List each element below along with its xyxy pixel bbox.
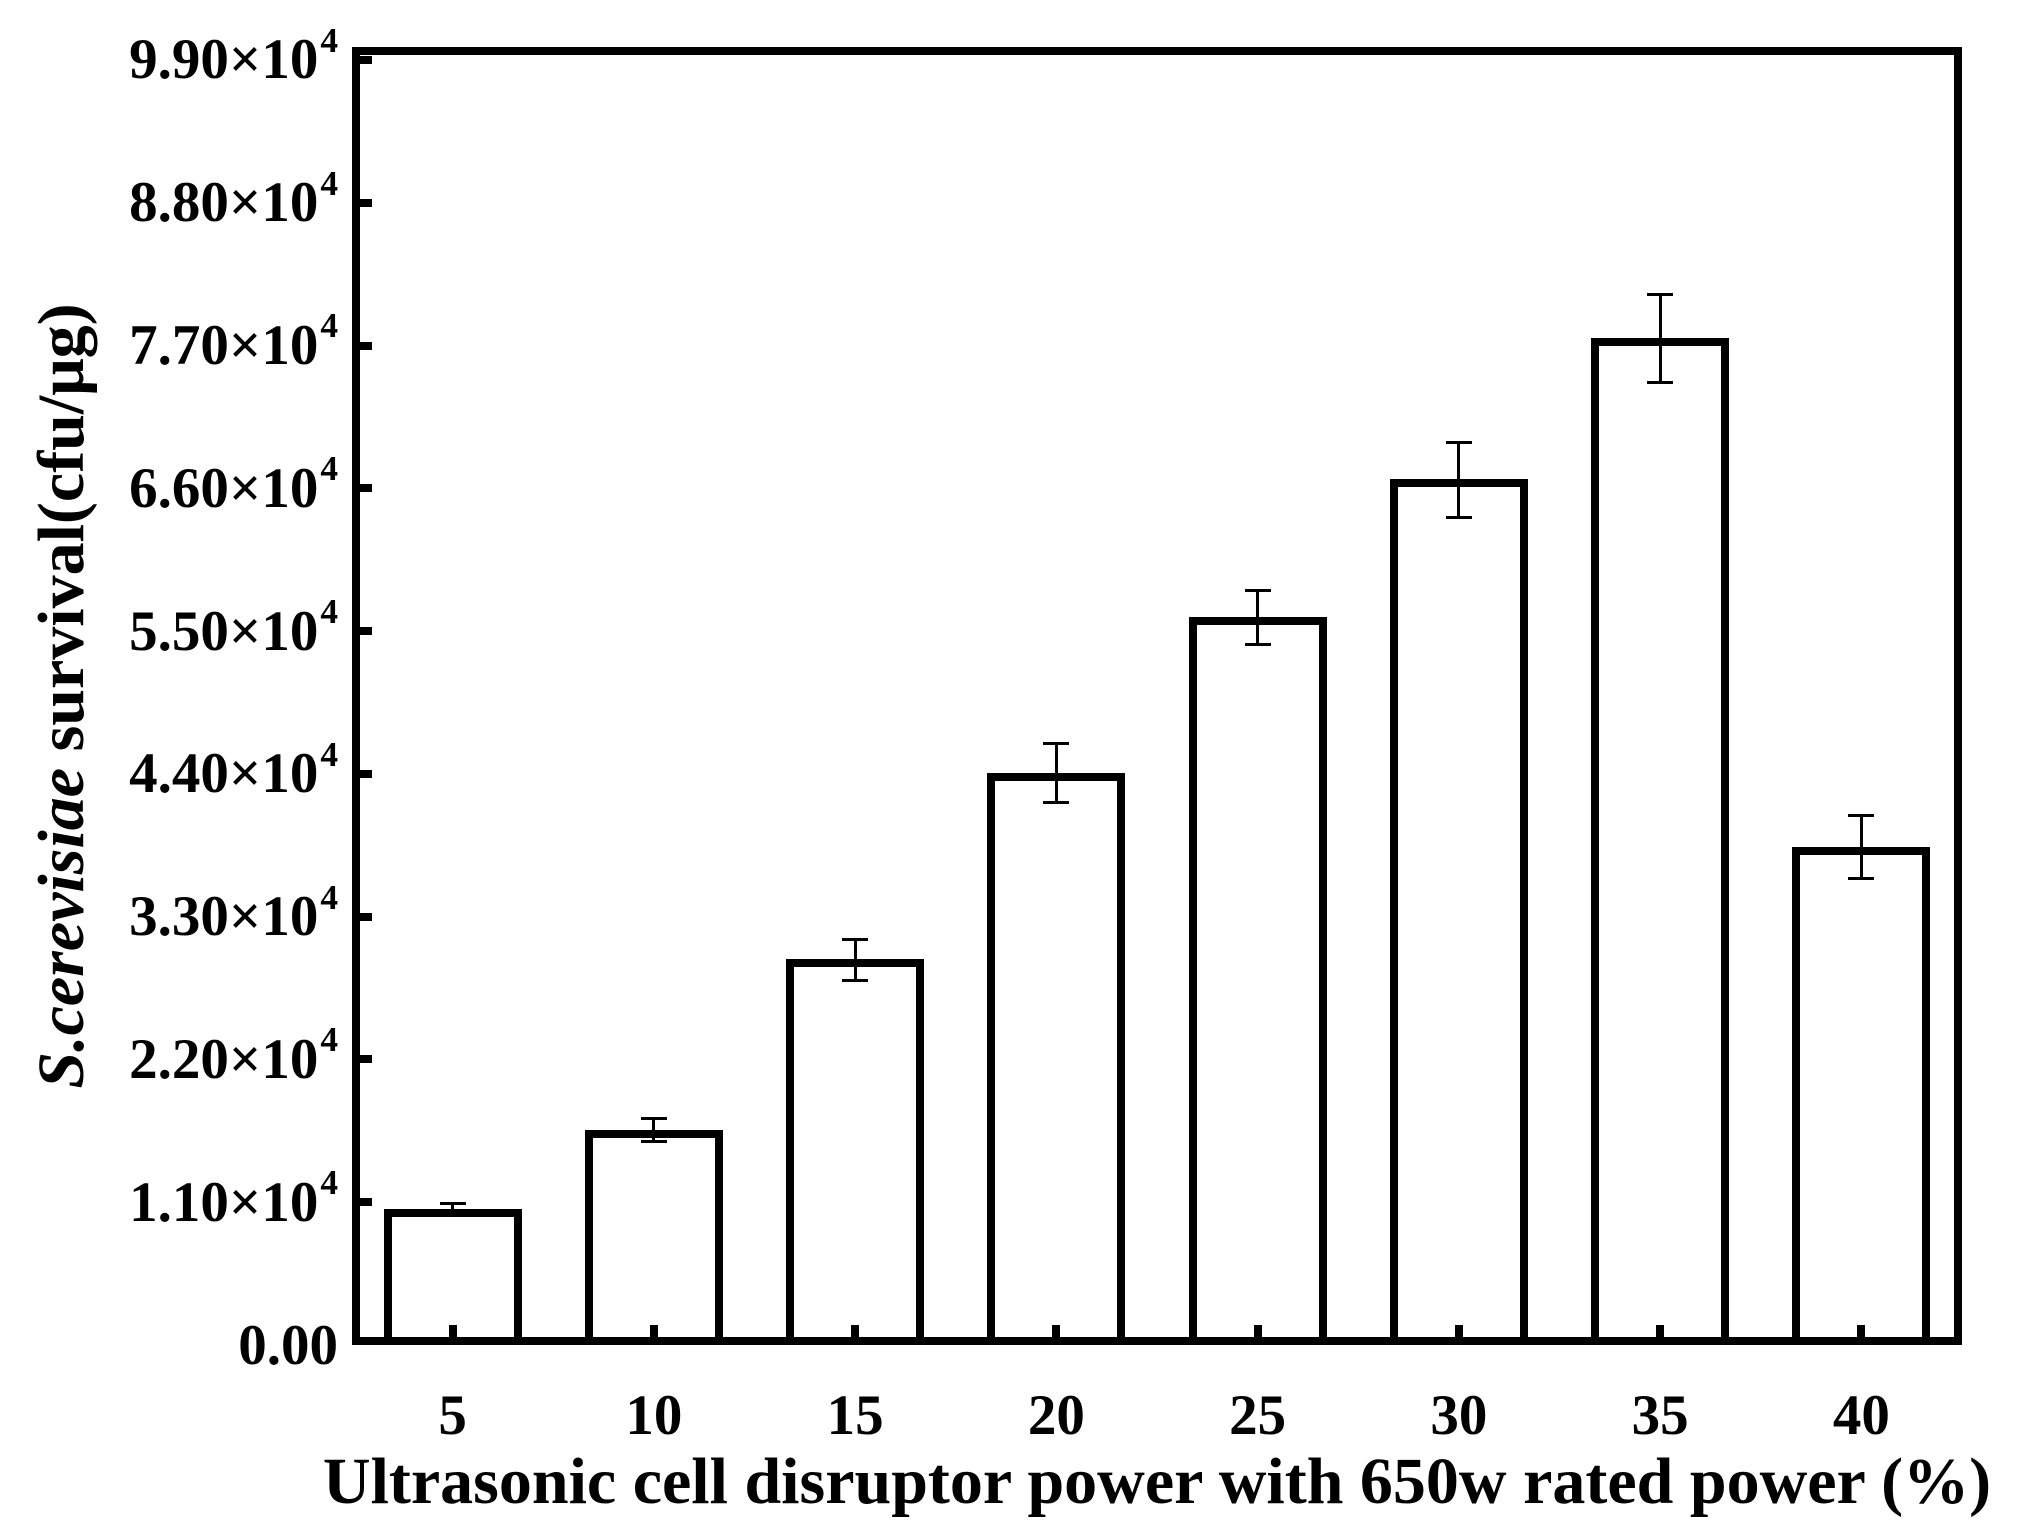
bar-20 bbox=[987, 772, 1126, 1345]
y-tick-66000 bbox=[352, 484, 372, 493]
error-bar-5 bbox=[451, 1203, 455, 1215]
x-tick-label-5: 5 bbox=[438, 1384, 467, 1447]
y-tick-mantissa: 3.30×10 bbox=[129, 885, 319, 949]
y-tick-99000 bbox=[352, 55, 372, 64]
error-cap-top-30 bbox=[1445, 440, 1472, 444]
y-tick-mantissa: 0.00 bbox=[238, 1313, 338, 1377]
x-axis-title: Ultrasonic cell disruptor power with 650… bbox=[322, 1445, 1992, 1518]
y-tick-exponent: 4 bbox=[320, 1020, 338, 1060]
y-tick-mantissa: 6.60×10 bbox=[129, 456, 319, 520]
bar-35 bbox=[1591, 337, 1730, 1345]
y-tick-mantissa: 7.70×10 bbox=[129, 314, 319, 378]
x-tick-label-10: 10 bbox=[625, 1384, 683, 1447]
y-tick-exponent: 4 bbox=[320, 1163, 338, 1203]
error-bar-20 bbox=[1054, 742, 1058, 803]
y-tick-55000 bbox=[352, 627, 372, 636]
error-bar-35 bbox=[1658, 293, 1662, 382]
y-tick-77000 bbox=[352, 341, 372, 350]
error-cap-top-20 bbox=[1043, 741, 1070, 745]
x-tick-15 bbox=[851, 1325, 860, 1345]
y-tick-label-55000: 5.50×10 4 bbox=[0, 593, 338, 669]
error-bar-40 bbox=[1859, 815, 1863, 878]
error-cap-top-15 bbox=[842, 937, 869, 941]
y-tick-11000 bbox=[352, 1198, 372, 1207]
error-cap-top-5 bbox=[439, 1202, 466, 1206]
y-tick-mantissa: 8.80×10 bbox=[129, 171, 319, 235]
y-tick-label-11000: 1.10×10 4 bbox=[0, 1164, 338, 1240]
y-tick-exponent: 4 bbox=[320, 449, 338, 489]
y-tick-label-0: 0.00 bbox=[0, 1307, 338, 1383]
bar-10 bbox=[584, 1129, 723, 1345]
y-tick-label-77000: 7.70×10 4 bbox=[0, 308, 338, 384]
error-cap-bottom-15 bbox=[842, 979, 869, 983]
y-tick-label-44000: 4.40×10 4 bbox=[0, 736, 338, 812]
x-tick-10 bbox=[649, 1325, 658, 1345]
x-tick-label-20: 20 bbox=[1027, 1384, 1085, 1447]
y-tick-mantissa: 9.90×10 bbox=[129, 28, 319, 92]
y-tick-exponent: 4 bbox=[320, 20, 338, 60]
y-tick-mantissa: 2.20×10 bbox=[129, 1027, 319, 1091]
plot-area bbox=[352, 47, 1962, 1345]
x-tick-25 bbox=[1253, 1325, 1262, 1345]
error-bar-30 bbox=[1457, 441, 1461, 517]
error-cap-bottom-35 bbox=[1647, 380, 1674, 384]
y-tick-exponent: 4 bbox=[320, 306, 338, 346]
y-tick-mantissa: 1.10×10 bbox=[129, 1170, 319, 1234]
error-cap-top-35 bbox=[1647, 292, 1674, 296]
error-cap-bottom-20 bbox=[1043, 801, 1070, 805]
y-tick-label-99000: 9.90×10 4 bbox=[0, 22, 338, 98]
x-tick-label-40: 40 bbox=[1832, 1384, 1890, 1447]
bar-15 bbox=[786, 959, 925, 1345]
y-tick-exponent: 4 bbox=[320, 734, 338, 774]
x-tick-label-30: 30 bbox=[1430, 1384, 1488, 1447]
y-tick-22000 bbox=[352, 1055, 372, 1064]
x-tick-40 bbox=[1857, 1325, 1866, 1345]
y-tick-mantissa: 5.50×10 bbox=[129, 599, 319, 663]
x-tick-label-25: 25 bbox=[1229, 1384, 1287, 1447]
bar-30 bbox=[1389, 479, 1528, 1345]
y-tick-exponent: 4 bbox=[320, 877, 338, 917]
error-cap-top-25 bbox=[1244, 588, 1271, 592]
error-cap-top-40 bbox=[1848, 814, 1875, 818]
y-tick-label-22000: 2.20×10 4 bbox=[0, 1021, 338, 1097]
y-tick-label-66000: 6.60×10 4 bbox=[0, 450, 338, 526]
bar-40 bbox=[1792, 846, 1931, 1345]
y-tick-exponent: 4 bbox=[320, 592, 338, 631]
error-bar-10 bbox=[652, 1118, 656, 1141]
y-tick-label-88000: 8.80×10 4 bbox=[0, 165, 338, 241]
error-cap-bottom-40 bbox=[1848, 876, 1875, 880]
error-cap-bottom-10 bbox=[640, 1139, 667, 1143]
error-cap-bottom-5 bbox=[439, 1213, 466, 1217]
error-cap-bottom-30 bbox=[1445, 515, 1472, 519]
x-tick-label-35: 35 bbox=[1631, 1384, 1689, 1447]
y-tick-label-33000: 3.30×10 4 bbox=[0, 879, 338, 955]
y-tick-44000 bbox=[352, 769, 372, 778]
error-bar-15 bbox=[853, 938, 857, 981]
error-cap-bottom-25 bbox=[1244, 643, 1271, 647]
x-tick-label-15: 15 bbox=[826, 1384, 884, 1447]
x-tick-5 bbox=[448, 1325, 457, 1345]
y-tick-33000 bbox=[352, 912, 372, 921]
y-tick-mantissa: 4.40×10 bbox=[129, 742, 319, 806]
x-tick-35 bbox=[1656, 1325, 1665, 1345]
y-tick-88000 bbox=[352, 198, 372, 207]
error-cap-top-10 bbox=[640, 1117, 667, 1121]
x-tick-30 bbox=[1454, 1325, 1463, 1345]
bar-25 bbox=[1188, 616, 1327, 1345]
x-tick-20 bbox=[1052, 1325, 1061, 1345]
error-bar-25 bbox=[1256, 589, 1260, 645]
y-tick-exponent: 4 bbox=[320, 163, 338, 203]
